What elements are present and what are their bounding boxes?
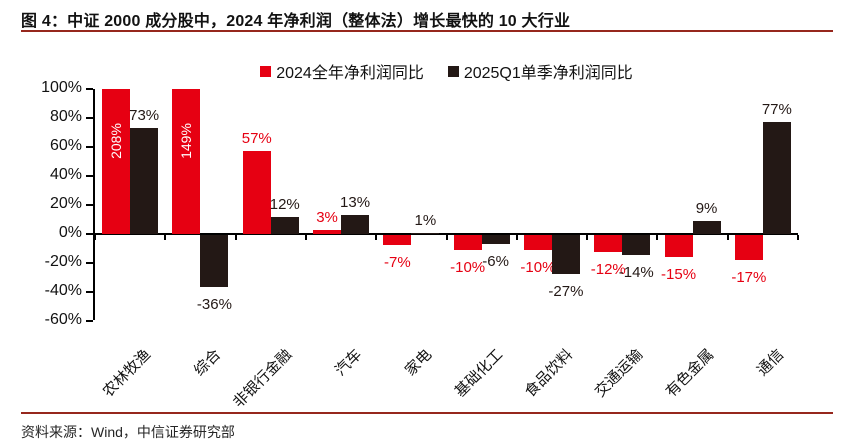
bar-s1-c8 xyxy=(692,220,721,234)
bar-value-label: -6% xyxy=(482,252,509,270)
y-axis-tick-label: 40% xyxy=(49,166,82,183)
y-axis-tick-label: 20% xyxy=(49,195,82,212)
x-axis-tick xyxy=(797,235,799,240)
y-axis-tick xyxy=(86,88,93,90)
legend-swatch-2025q1-icon xyxy=(447,65,459,77)
bar-value-label: -17% xyxy=(731,268,767,286)
x-axis-tick xyxy=(445,235,448,240)
bar-s1-c3 xyxy=(341,215,370,234)
x-axis-tick xyxy=(234,235,237,240)
y-axis-tick-label: -40% xyxy=(44,282,82,299)
bar-s0-c2 xyxy=(242,151,271,234)
bar-value-label: -36% xyxy=(196,296,232,314)
x-axis-tick xyxy=(94,235,96,240)
figure-title: 图 4：中证 2000 成分股中，2024 年净利润（整体法）增长最快的 10 … xyxy=(21,13,571,30)
y-axis-line xyxy=(93,89,95,320)
legend-label-2024: 2024全年净利润同比 xyxy=(276,65,424,82)
x-axis-category-label: 食品饮料 xyxy=(521,346,577,401)
y-axis-tick-label: 100% xyxy=(41,79,82,96)
bar-s0-c9 xyxy=(734,235,763,260)
bar-s1-c7 xyxy=(622,235,651,256)
bar-value-label: 3% xyxy=(316,208,338,226)
y-axis-tick-label: 60% xyxy=(49,137,82,154)
y-axis-tick xyxy=(86,117,93,119)
bar-s1-c6 xyxy=(551,235,580,275)
bar-s1-c2 xyxy=(270,216,299,234)
bar-value-label: 1% xyxy=(414,211,437,229)
bar-s1-c4 xyxy=(411,232,440,235)
bar-s1-c5 xyxy=(481,235,510,244)
y-axis-tick xyxy=(86,146,93,148)
x-axis-tick xyxy=(375,235,378,240)
x-axis-category-label: 通信 xyxy=(753,346,788,380)
footer-divider xyxy=(21,412,833,414)
x-axis-category-label: 非银行金融 xyxy=(229,346,295,412)
bar-s1-c1 xyxy=(200,235,229,288)
bar-value-label: 149% xyxy=(178,123,195,159)
y-axis-tick-label: -20% xyxy=(44,253,82,270)
bar-value-label: 57% xyxy=(241,130,272,148)
bar-s0-c8 xyxy=(664,235,693,257)
x-axis-category-label: 家电 xyxy=(402,346,436,380)
y-axis-tick xyxy=(86,320,93,322)
bar-s1-c0 xyxy=(130,128,159,234)
x-axis-tick xyxy=(586,235,589,240)
y-axis-tick xyxy=(86,262,93,264)
bar-value-label: -14% xyxy=(618,264,654,282)
title-divider xyxy=(21,30,833,32)
bar-s1-c9 xyxy=(762,122,791,234)
bar-value-label: -12% xyxy=(590,261,626,279)
bar-value-label: -15% xyxy=(661,265,697,283)
x-axis-category-label: 汽车 xyxy=(331,346,366,380)
bar-s0-c6 xyxy=(523,235,552,250)
legend-swatch-2024-icon xyxy=(260,65,272,77)
bar-value-label: 13% xyxy=(340,194,371,212)
x-axis-tick xyxy=(656,235,659,240)
source-note: 资料来源：Wind，中信证券研究部 xyxy=(21,424,235,440)
bar-s0-c3 xyxy=(313,229,342,234)
bar-s0-c5 xyxy=(453,235,482,250)
x-axis-baseline xyxy=(93,233,798,235)
bar-value-label: 73% xyxy=(129,107,160,125)
x-axis-category-label: 综合 xyxy=(191,346,225,380)
y-axis-tick xyxy=(86,204,93,206)
x-axis-category-label: 农林牧渔 xyxy=(99,346,155,401)
chart-legend: 2024全年净利润同比 2025Q1单季净利润同比 xyxy=(95,59,798,83)
x-axis-category-label: 交通运输 xyxy=(591,346,647,401)
bar-value-label: -10% xyxy=(520,258,556,276)
bar-value-label: 12% xyxy=(269,195,300,213)
legend-item-2024: 2024全年净利润同比 xyxy=(260,59,424,83)
x-axis-tick xyxy=(726,235,729,240)
y-axis-tick-label: -60% xyxy=(44,311,82,328)
x-axis-tick xyxy=(515,235,518,240)
bar-s0-c4 xyxy=(383,235,412,246)
y-axis-tick-label: 80% xyxy=(49,108,82,125)
x-axis-category-label: 基础化工 xyxy=(451,346,506,401)
bar-value-label: 77% xyxy=(761,101,792,119)
y-axis-tick xyxy=(86,291,93,293)
y-axis-tick-label: 0% xyxy=(58,224,82,241)
legend-label-2025q1: 2025Q1单季净利润同比 xyxy=(463,65,633,82)
x-axis-tick xyxy=(164,235,167,240)
y-axis-tick xyxy=(86,175,93,177)
legend-item-2025q1: 2025Q1单季净利润同比 xyxy=(447,59,633,83)
bar-value-label: -7% xyxy=(384,254,411,272)
y-axis-tick xyxy=(86,233,93,235)
bar-value-label: 9% xyxy=(695,199,718,217)
x-axis-tick xyxy=(304,235,307,240)
bar-value-label: -10% xyxy=(450,258,486,276)
bar-s0-c0 xyxy=(102,89,131,234)
bar-s0-c1 xyxy=(172,89,201,234)
bar-value-label: -27% xyxy=(548,283,584,301)
bar-s0-c7 xyxy=(594,235,623,253)
x-axis-category-label: 有色金属 xyxy=(662,346,717,401)
